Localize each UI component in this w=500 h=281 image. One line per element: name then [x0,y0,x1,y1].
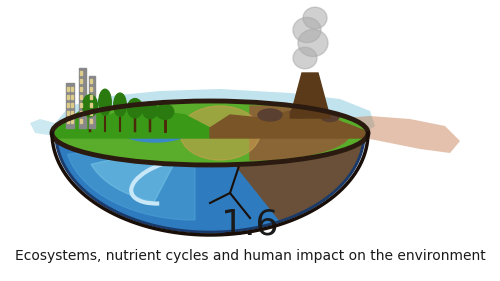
Bar [80,119,82,123]
Polygon shape [55,133,365,233]
Ellipse shape [303,7,327,29]
Text: 1.6: 1.6 [221,208,279,242]
Polygon shape [290,73,330,118]
Ellipse shape [55,103,365,163]
Bar [67,111,69,115]
Ellipse shape [142,102,158,119]
Ellipse shape [293,17,321,43]
Polygon shape [210,111,365,138]
Polygon shape [300,116,460,153]
Polygon shape [55,89,375,136]
Polygon shape [58,133,279,230]
Bar [90,79,92,83]
Bar [80,103,82,107]
Polygon shape [250,106,350,160]
Bar [90,87,92,91]
Polygon shape [210,133,362,219]
Bar [67,87,69,91]
Ellipse shape [290,108,310,118]
Bar [79,68,86,128]
Ellipse shape [156,104,174,119]
Ellipse shape [114,93,126,116]
Bar [67,95,69,99]
Bar [90,119,92,123]
Bar [71,103,73,107]
Bar [71,87,73,91]
Bar [71,119,73,123]
Ellipse shape [118,114,192,142]
Bar [89,76,95,128]
Bar [80,71,82,75]
Bar [80,87,82,91]
Bar [80,95,82,99]
Polygon shape [68,138,195,220]
Ellipse shape [128,99,142,118]
Bar [66,83,74,128]
Polygon shape [91,143,185,202]
Bar [90,95,92,99]
Bar [67,119,69,123]
Ellipse shape [321,112,339,121]
Ellipse shape [258,109,282,121]
Bar [90,103,92,107]
Ellipse shape [180,106,260,160]
Bar [80,79,82,83]
Ellipse shape [82,95,98,117]
Polygon shape [30,119,65,136]
Bar [71,95,73,99]
Ellipse shape [293,47,317,69]
Bar [67,103,69,107]
Bar [80,111,82,115]
Polygon shape [55,105,210,138]
Ellipse shape [298,30,328,56]
Text: Ecosystems, nutrient cycles and human impact on the environment: Ecosystems, nutrient cycles and human im… [14,249,486,263]
Ellipse shape [99,89,111,115]
Bar [90,111,92,115]
Bar [71,111,73,115]
